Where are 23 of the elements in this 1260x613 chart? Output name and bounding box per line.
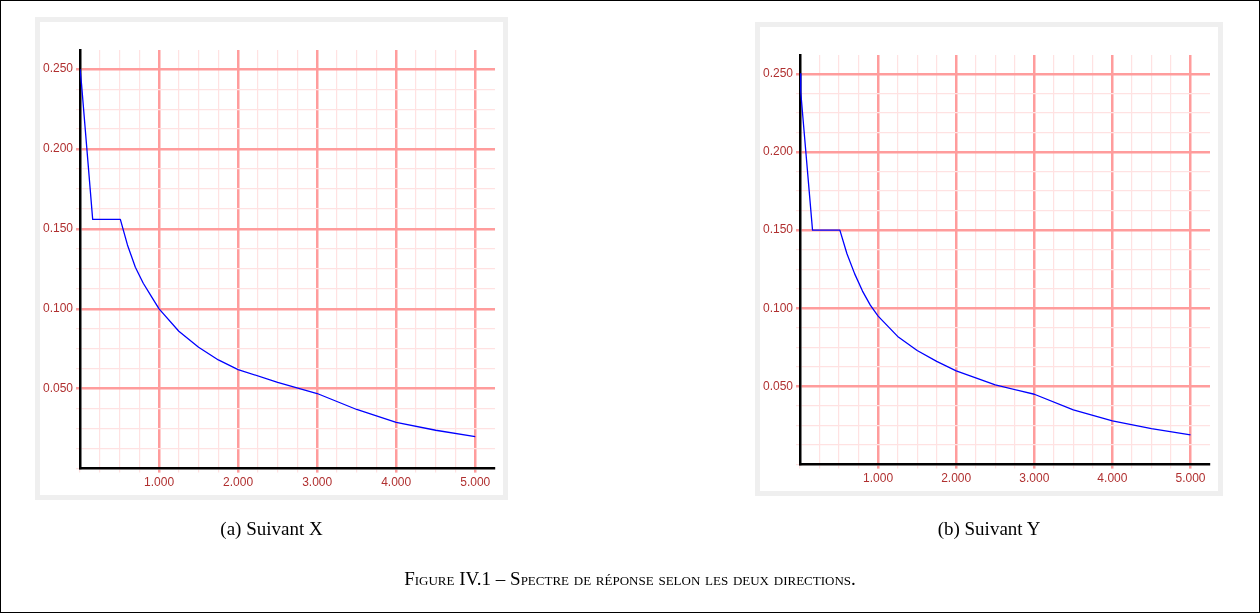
y-tick-label: 0.250 (43, 61, 74, 76)
y-tick-label: 0.150 (43, 221, 74, 236)
x-tick-label: 3.000 (302, 475, 333, 490)
text: (a) Suivant X (219, 518, 324, 540)
x-tick-label: 1.000 (863, 471, 894, 486)
y-tick-label: 0.250 (763, 66, 794, 81)
x-tick-label: 4.000 (1097, 471, 1128, 486)
x-tick-label: 2.000 (223, 475, 254, 490)
x-tick-label: 3.000 (1019, 471, 1050, 486)
x-tick-label: 2.000 (941, 471, 972, 486)
text: Figure IV.1 – Spectre de réponse selon les deux directions. (403, 568, 857, 590)
x-tick-label: 4.000 (381, 475, 412, 490)
y-tick-label: 0.050 (43, 381, 74, 396)
y-tick-label: 0.200 (763, 144, 794, 159)
y-tick-label: 0.100 (43, 301, 74, 316)
x-tick-label: 5.000 (1175, 471, 1206, 486)
x-tick-label: 1.000 (144, 475, 175, 490)
y-tick-label: 0.200 (43, 141, 74, 156)
text: (b) Suivant Y (936, 518, 1042, 540)
y-tick-label: 0.050 (763, 378, 794, 393)
x-tick-label: 5.000 (460, 475, 491, 490)
y-tick-label: 0.150 (763, 222, 794, 237)
y-tick-label: 0.100 (763, 300, 794, 315)
